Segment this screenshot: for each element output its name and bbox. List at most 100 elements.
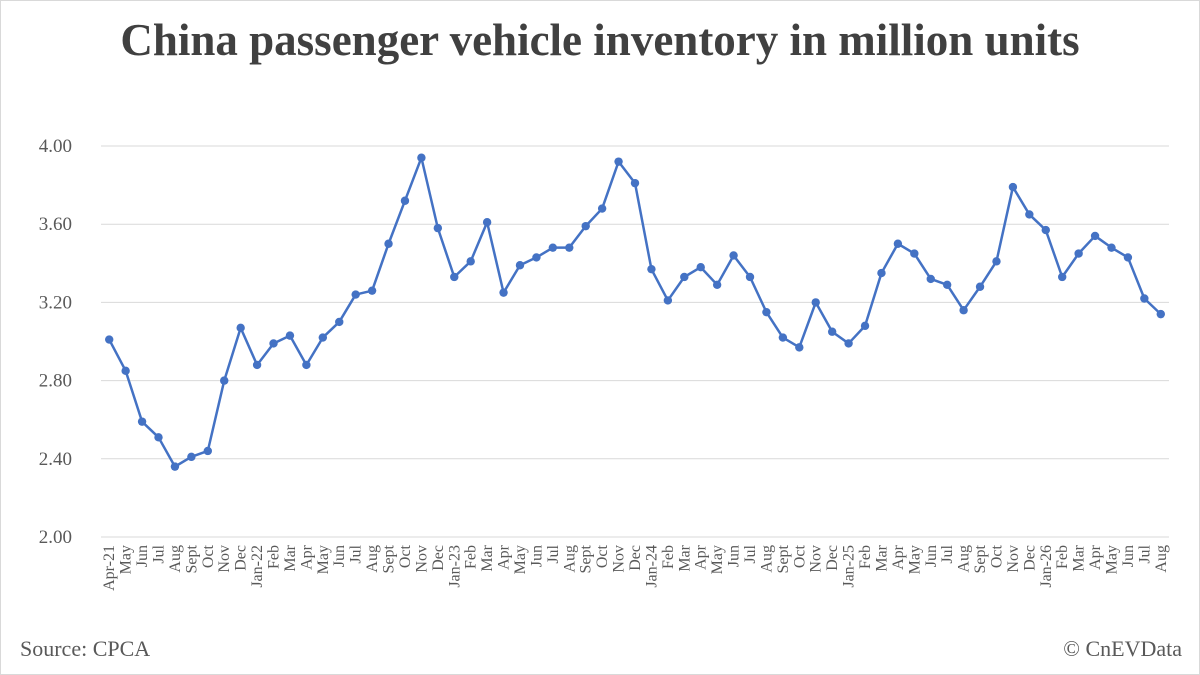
data-point	[680, 272, 689, 282]
data-point	[860, 321, 870, 331]
data-point	[252, 360, 262, 370]
x-tick-label: Sept	[381, 544, 398, 573]
x-tick-label: Feb	[266, 545, 283, 569]
data-point	[203, 446, 212, 456]
data-point	[220, 376, 229, 385]
data-point	[515, 261, 525, 270]
data-point	[285, 331, 295, 340]
x-tick-label: Aug	[758, 545, 775, 573]
data-point	[548, 243, 558, 252]
x-tick-label: Nov	[611, 545, 628, 573]
data-point	[532, 253, 541, 262]
x-tick-label: Jul	[742, 544, 759, 563]
x-tick-label: Aug	[364, 545, 381, 573]
source-note: Source: CPCA	[20, 636, 151, 661]
data-point	[335, 317, 344, 327]
data-point	[614, 157, 623, 166]
data-point	[466, 257, 475, 266]
data-point	[844, 339, 853, 348]
data-point	[417, 153, 426, 162]
x-tick-label: Jan-22	[249, 545, 266, 588]
x-tick-label: Jan-26	[1038, 545, 1055, 588]
x-tick-label: Apr	[693, 544, 710, 570]
x-tick-label: May	[709, 545, 726, 574]
data-point	[400, 196, 410, 205]
data-point	[795, 343, 804, 352]
data-point	[121, 366, 130, 376]
x-tick-label: May	[315, 545, 332, 574]
x-tick-label: Jan-23	[446, 545, 463, 588]
x-tick-label: Aug	[167, 545, 184, 573]
y-tick-label: 2.80	[39, 371, 72, 392]
x-tick-label: May	[906, 545, 923, 574]
x-tick-label: Feb	[857, 545, 874, 569]
data-point	[926, 274, 935, 284]
data-point	[827, 327, 837, 336]
data-point	[433, 223, 443, 233]
x-tick-label: Aug	[561, 545, 578, 573]
series-inventory	[105, 153, 1165, 471]
data-point	[663, 296, 673, 305]
x-tick-label: Mar	[676, 544, 693, 571]
data-point	[154, 433, 163, 442]
y-tick-label: 2.40	[39, 449, 72, 470]
data-point	[384, 239, 393, 248]
data-point	[1074, 249, 1083, 258]
x-tick-label: Apr	[890, 544, 907, 570]
data-point	[975, 282, 985, 291]
x-tick-label: Nov	[413, 545, 430, 573]
data-point	[1058, 272, 1067, 282]
data-point	[581, 221, 590, 231]
x-tick-label: Jun	[923, 545, 940, 567]
data-point	[597, 204, 607, 213]
x-tick-label: Oct	[988, 544, 1005, 568]
x-tick-label: Mar	[873, 544, 890, 571]
x-tick-label: Jun	[134, 545, 151, 567]
x-tick-label: Jul	[348, 544, 365, 563]
x-tick-label: Apr	[298, 544, 315, 570]
data-point	[1140, 294, 1149, 303]
data-point	[450, 272, 459, 282]
data-point	[1156, 309, 1165, 319]
x-tick-label: Mar	[1071, 544, 1088, 571]
x-tick-label: Dec	[824, 545, 841, 571]
y-axis-ticks: 2.00 2.40 2.80 3.20 3.60 4.00	[39, 136, 72, 548]
y-tick-label: 3.60	[39, 214, 72, 235]
x-tick-label: Dec	[430, 545, 447, 571]
x-tick-label: Sept	[972, 544, 989, 573]
x-tick-label: May	[118, 545, 135, 574]
x-tick-label: Dec	[627, 545, 644, 571]
x-tick-label: Mar	[479, 544, 496, 571]
x-tick-label: Oct	[594, 544, 611, 568]
x-tick-label: Jun	[528, 545, 545, 567]
data-point	[302, 360, 311, 370]
x-tick-label: Sept	[775, 544, 792, 573]
data-point	[778, 333, 788, 342]
x-tick-label: Jul	[939, 544, 956, 563]
x-tick-label: Feb	[1054, 545, 1071, 569]
data-point	[647, 264, 656, 274]
x-tick-label: Dec	[1021, 545, 1038, 571]
data-point	[745, 272, 755, 282]
x-tick-label: Jul	[151, 544, 168, 563]
data-point	[1107, 243, 1116, 252]
data-point	[992, 257, 1001, 266]
data-point	[565, 243, 574, 252]
data-point	[482, 218, 492, 227]
data-point	[942, 280, 952, 290]
x-tick-label: Jun	[1120, 545, 1137, 567]
x-tick-label: Jul	[1136, 544, 1153, 563]
data-point	[499, 288, 508, 297]
x-tick-label: Aug	[956, 545, 973, 573]
x-tick-label: Oct	[397, 544, 414, 568]
x-tick-label: Apr	[1087, 544, 1104, 570]
data-point	[367, 286, 377, 295]
x-tick-label: Sept	[183, 544, 200, 573]
x-tick-label: Feb	[463, 545, 480, 569]
data-point	[105, 335, 114, 344]
data-point	[269, 339, 278, 348]
x-tick-label: Nov	[1005, 545, 1022, 573]
data-point	[910, 249, 919, 258]
x-tick-label: May	[1103, 545, 1120, 574]
